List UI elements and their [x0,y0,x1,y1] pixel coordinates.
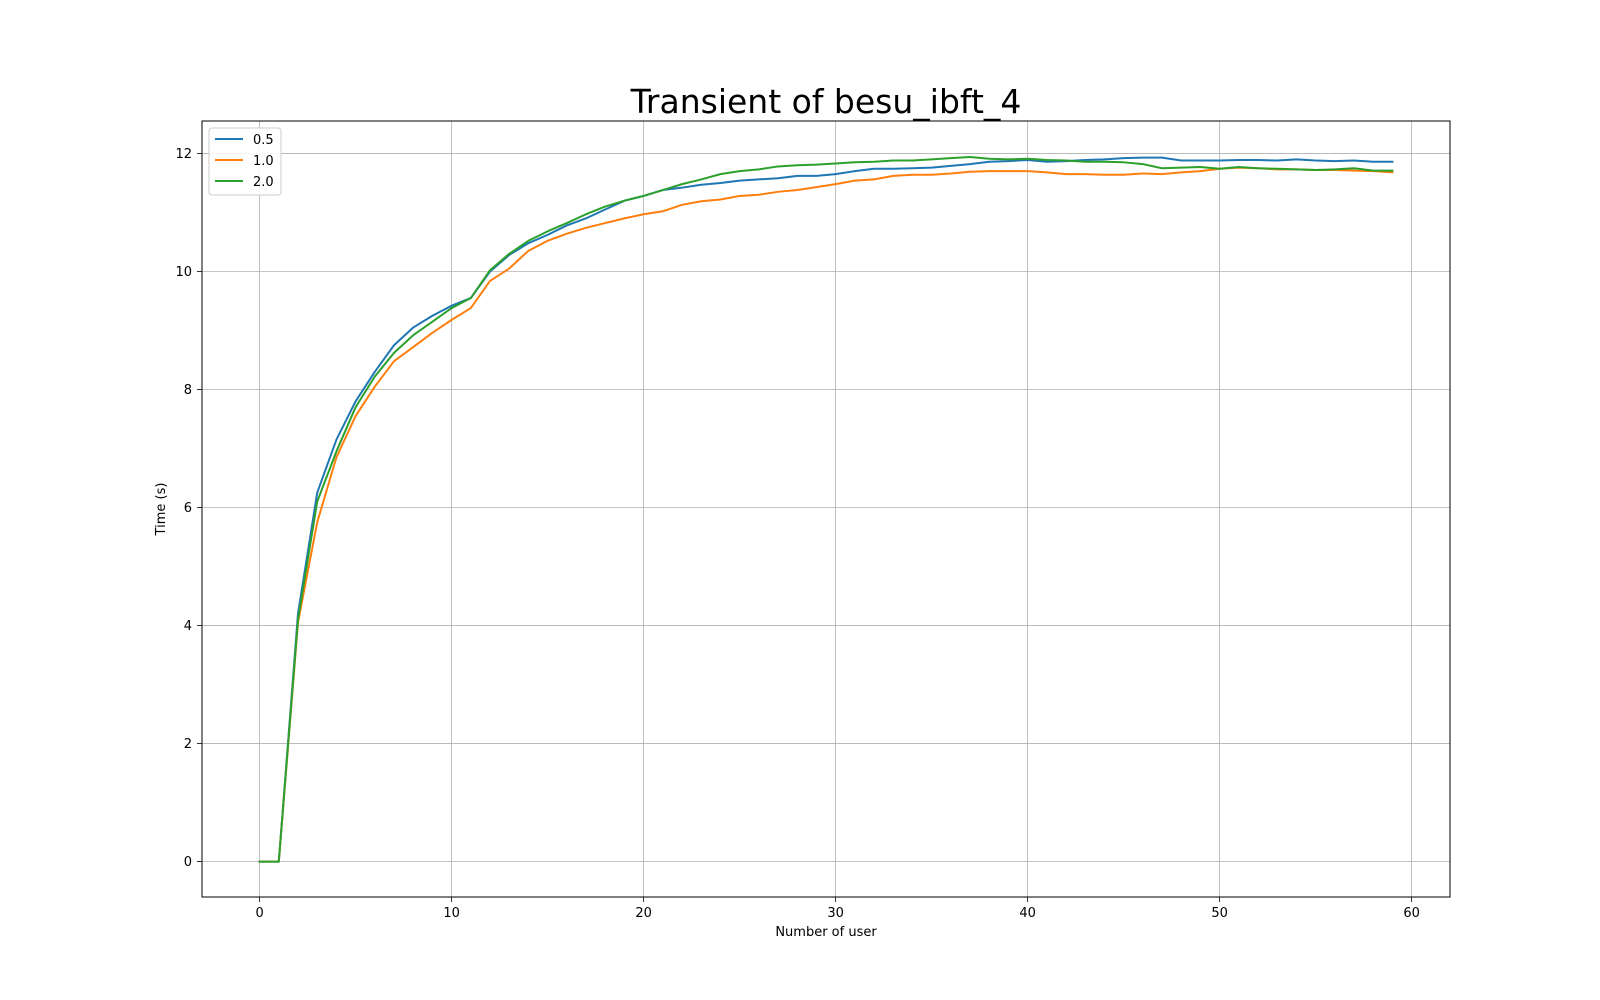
y-tick-label: 8 [184,383,192,398]
grid [202,121,1450,897]
x-axis: 0 10 20 30 40 50 60 [255,897,1420,921]
series-line-0.5 [258,156,1394,863]
y-tick-label: 12 [175,147,192,162]
chart-title: Transient of besu_ibft_4 [630,82,1022,121]
x-axis-label: Number of user [775,925,877,940]
legend-label-1.0: 1.0 [253,154,274,169]
series-layer [258,156,1394,863]
y-tick-label: 10 [175,265,192,280]
x-tick-label: 60 [1403,906,1420,921]
x-tick-label: 30 [827,906,844,921]
y-axis-label: Time (s) [154,483,169,537]
legend-box [208,127,282,196]
y-tick-label: 0 [184,855,192,870]
x-tick-label: 40 [1019,906,1036,921]
y-tick-label: 4 [184,619,192,634]
y-tick-label: 2 [184,737,192,752]
y-tick-label: 6 [184,501,192,516]
legend-label-2.0: 2.0 [253,175,274,190]
x-tick-label: 20 [635,906,652,921]
series-line-2.0 [258,156,1394,863]
series-line-1.0 [258,166,1394,863]
x-tick-label: 50 [1211,906,1228,921]
x-tick-label: 10 [443,906,460,921]
legend: 0.5 1.0 2.0 [208,127,282,196]
y-axis: 0 2 4 6 8 10 12 [175,147,202,870]
legend-label-0.5: 0.5 [253,133,274,148]
plot-frame [201,120,1451,898]
x-tick-label: 0 [255,906,263,921]
